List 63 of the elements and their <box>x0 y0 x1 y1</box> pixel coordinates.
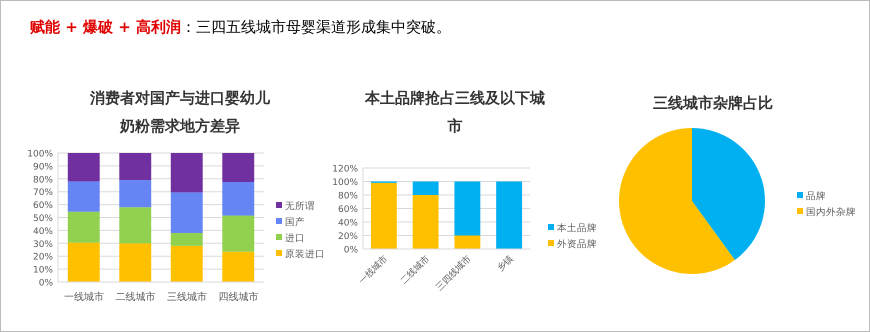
bar <box>412 195 439 249</box>
y-tick-label: 80% <box>338 192 358 202</box>
y-tick-label: 40% <box>338 218 358 228</box>
bar <box>454 236 480 249</box>
y-tick-label: 60% <box>338 205 358 215</box>
y-tick-label: 0% <box>344 246 358 256</box>
legend-label: 品牌 <box>806 190 826 202</box>
bar <box>68 153 100 182</box>
text: ：三四五线城市母婴渠道形成集中突破。 <box>181 18 452 36</box>
bar <box>119 153 152 180</box>
bar <box>119 180 152 208</box>
x-tick-label: 二线城市 <box>398 253 432 287</box>
y-tick-label: 70% <box>32 188 54 198</box>
bar <box>68 181 100 212</box>
chart-title: 本土品牌抢占三线及以下城市 <box>364 89 545 135</box>
bar <box>170 246 203 282</box>
chart-title: 三线城市杂牌占比 <box>653 94 773 112</box>
x-tick-label: 二线城市 <box>115 291 156 303</box>
y-tick-label: 120% <box>332 164 358 174</box>
x-tick-label: 三线城市 <box>166 291 207 303</box>
legend-label: 国产 <box>285 216 305 228</box>
bar <box>496 182 522 249</box>
bar <box>222 252 254 282</box>
legend-label: 国内外杂牌 <box>806 206 856 218</box>
bar <box>119 243 152 282</box>
y-tick-label: 90% <box>32 162 54 172</box>
y-tick-label: 20% <box>338 232 358 242</box>
legend-label: 进口 <box>285 232 305 244</box>
bar <box>170 192 203 233</box>
bar <box>412 182 439 195</box>
x-tick-label: 一线城市 <box>64 291 104 303</box>
bar <box>222 153 254 182</box>
bar <box>119 207 152 244</box>
bar <box>454 182 480 236</box>
legend-label: 无所谓 <box>285 200 315 212</box>
y-tick-label: 60% <box>32 201 54 212</box>
bar <box>222 182 254 216</box>
bar <box>170 232 203 246</box>
bar <box>68 212 100 243</box>
text: 赋能 + 爆破 + 高利润 <box>29 18 182 36</box>
legend-label: 原装进口 <box>285 248 325 260</box>
x-tick-label: 四线城市 <box>218 291 258 303</box>
y-tick-label: 0% <box>38 278 54 288</box>
bar <box>170 153 203 192</box>
y-tick-label: 10% <box>32 266 54 276</box>
x-tick-label: 一线城市 <box>356 253 390 287</box>
y-tick-label: 40% <box>32 226 54 237</box>
pie-slice <box>619 128 735 274</box>
x-tick-label: 三四线城市 <box>434 253 474 293</box>
pie-slice <box>692 128 765 260</box>
bar <box>222 216 254 252</box>
bar <box>68 242 100 282</box>
y-tick-label: 30% <box>32 240 54 250</box>
y-tick-label: 20% <box>32 252 54 263</box>
x-tick-label: 乡镇 <box>494 253 516 274</box>
y-tick-label: 100% <box>332 178 358 188</box>
y-tick-label: 100% <box>27 150 54 160</box>
bar <box>370 182 397 249</box>
y-tick-label: 80% <box>32 175 54 186</box>
legend-label: 本土品牌 <box>557 222 597 234</box>
chart-title: 消费者对国产与进口婴幼儿奶粉需求地方差异 <box>89 89 271 135</box>
y-tick-label: 50% <box>32 214 54 224</box>
legend-label: 外资品牌 <box>557 238 597 250</box>
